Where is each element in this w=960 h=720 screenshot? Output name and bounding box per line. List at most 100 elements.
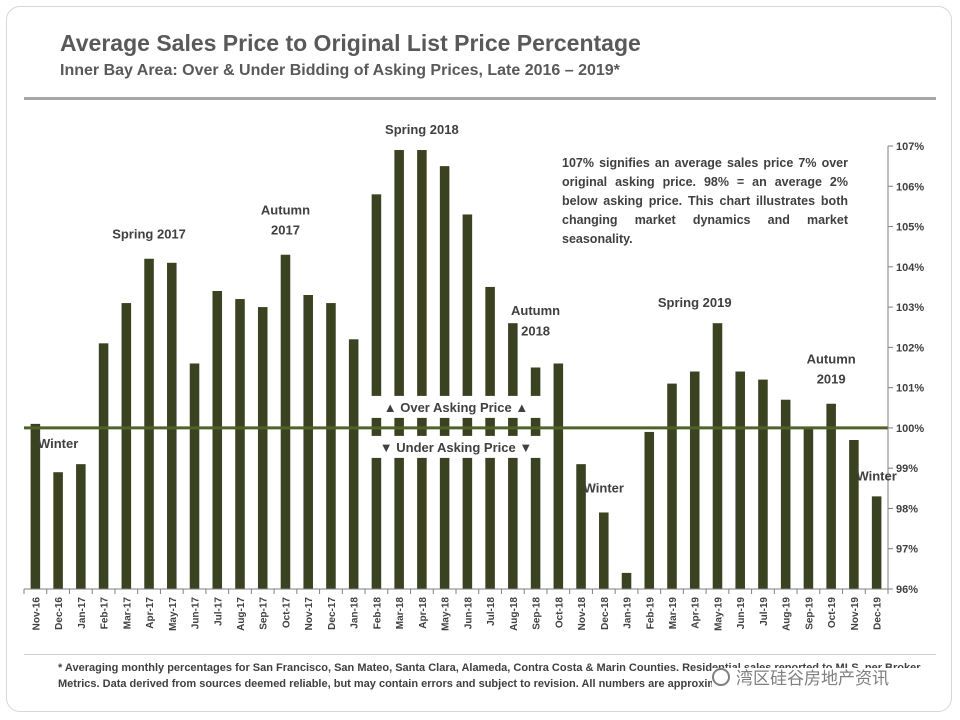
x-tick-label: May-17 (168, 597, 179, 631)
bar (826, 403, 836, 589)
bar (30, 423, 41, 589)
x-tick-label: Dec-18 (600, 597, 611, 630)
x-tick-label: Sep-17 (259, 597, 270, 630)
over-asking-label: ▲ Over Asking Price ▲ (384, 400, 528, 415)
x-tick-label: Dec-19 (873, 597, 884, 630)
bar (439, 166, 450, 590)
chart-subtitle: Inner Bay Area: Over & Under Bidding of … (60, 62, 620, 79)
footnote: * Averaging monthly percentages for San … (58, 662, 921, 690)
bar (667, 383, 677, 589)
bar (189, 363, 200, 589)
x-tick-label: Jan-19 (623, 597, 634, 629)
watermark-text: 湾区硅谷房地产资讯 (736, 669, 889, 688)
bar (599, 512, 609, 589)
season-annotation: 2019 (817, 372, 846, 387)
bar (689, 371, 700, 589)
bar (257, 307, 268, 589)
title-divider (24, 97, 936, 100)
x-tick-label: Sep-19 (804, 597, 815, 630)
under-asking-label: ▼ Under Asking Price ▼ (380, 440, 532, 455)
bar (326, 303, 336, 589)
under-label-background (368, 435, 544, 458)
chart-title: Average Sales Price to Original List Pri… (60, 30, 641, 56)
x-tick-label: Aug-18 (509, 597, 520, 631)
season-annotation: 2017 (271, 223, 300, 238)
x-tick-label: Nov-19 (850, 597, 861, 631)
bar (348, 339, 359, 589)
x-tick-label: Jun-17 (191, 597, 202, 630)
bar (780, 399, 791, 589)
footnote-divider (24, 654, 936, 655)
season-annotation: Spring 2018 (385, 122, 459, 137)
x-tick-label: Oct-18 (554, 597, 565, 629)
y-tick-label: 102% (896, 342, 924, 354)
bar (871, 496, 882, 589)
bar (621, 572, 632, 589)
y-tick-label: 96% (896, 584, 918, 596)
explanation-note: 107% signifies an average sales price 7%… (562, 156, 848, 246)
season-annotation: Autumn (511, 303, 560, 318)
bar (394, 150, 404, 589)
y-tick-label: 97% (896, 544, 918, 556)
y-tick-label: 98% (896, 503, 918, 515)
y-tick-label: 105% (896, 222, 924, 234)
bar (167, 262, 177, 589)
bar (212, 290, 223, 589)
x-tick-label: Feb-19 (645, 597, 656, 630)
bar (849, 439, 859, 589)
season-annotation: Spring 2017 (112, 227, 186, 242)
x-tick-label: Feb-17 (100, 597, 111, 630)
x-tick-label: Oct-17 (281, 597, 292, 629)
bar (280, 254, 291, 589)
x-tick-label: Nov-18 (577, 597, 588, 631)
bar (53, 472, 63, 589)
bar (144, 258, 154, 589)
x-tick-label: Feb-18 (372, 597, 383, 630)
season-annotation: Winter (856, 468, 896, 483)
season-annotation: Winter (38, 436, 78, 451)
x-tick-label: Nov-17 (304, 597, 315, 631)
y-tick-label: 103% (896, 302, 924, 314)
season-annotation: 2018 (521, 323, 550, 338)
x-tick-label: Dec-16 (54, 597, 65, 630)
season-annotation: Spring 2019 (658, 295, 732, 310)
bar (735, 371, 745, 589)
bar (371, 194, 382, 589)
bar (417, 150, 427, 589)
x-tick-label: Mar-19 (668, 597, 679, 630)
x-tick-label: Jul-19 (759, 597, 770, 626)
slide-frame (6, 6, 952, 712)
bar (644, 431, 655, 589)
x-tick-label: Jul-17 (213, 597, 224, 626)
x-tick-label: Jun-18 (463, 597, 474, 630)
bar (803, 427, 814, 589)
watermark: 湾区硅谷房地产资讯 (712, 668, 930, 690)
bar (235, 299, 245, 589)
x-tick-label: Sep-18 (532, 597, 543, 630)
y-tick-label: 106% (896, 181, 924, 193)
x-tick-label: Nov-16 (31, 597, 42, 631)
x-tick-label: Jun-19 (736, 597, 747, 630)
x-tick-label: Apr-18 (418, 597, 429, 629)
bar (576, 464, 586, 589)
bar (758, 379, 768, 589)
x-tick-label: Jul-18 (486, 597, 497, 626)
bar (712, 323, 723, 589)
x-tick-label: Mar-17 (122, 597, 133, 630)
over-label-background (368, 395, 544, 418)
bar (121, 303, 132, 589)
x-tick-label: Mar-18 (395, 597, 406, 630)
x-tick-label: Apr-17 (145, 597, 156, 629)
season-annotation: Autumn (807, 351, 856, 366)
bar (76, 464, 86, 589)
y-tick-label: 107% (896, 141, 924, 153)
x-tick-label: Jan-17 (77, 597, 88, 629)
x-tick-label: Aug-17 (236, 597, 247, 631)
y-tick-label: 104% (896, 262, 924, 274)
y-tick-label: 99% (896, 463, 918, 475)
y-tick-label: 101% (896, 383, 924, 395)
wechat-logo-icon (712, 668, 730, 686)
x-tick-label: Oct-19 (827, 597, 838, 629)
season-annotation: Winter (584, 480, 624, 495)
